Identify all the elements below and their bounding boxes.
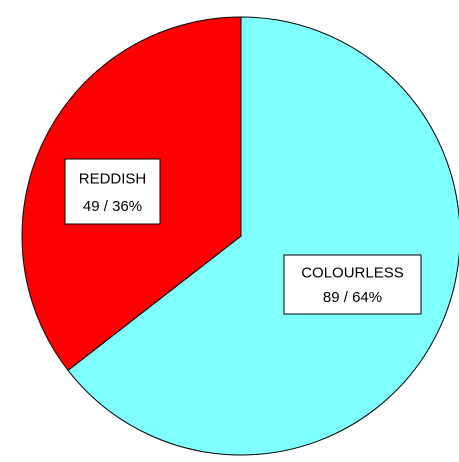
slice-label-value: 49 / 36%: [83, 198, 142, 215]
pie-slice-colourless: [67, 16, 459, 456]
slice-label-reddish: REDDISH 49 / 36%: [64, 158, 161, 225]
slice-label-box: [283, 254, 422, 315]
slice-label-value: 89 / 64%: [323, 289, 382, 306]
slice-label-colourless: COLOURLESS 89 / 64%: [283, 254, 422, 315]
slice-label-name: COLOURLESS: [301, 264, 404, 281]
slice-label-box: [64, 158, 161, 225]
slice-label-name: REDDISH: [79, 171, 147, 188]
